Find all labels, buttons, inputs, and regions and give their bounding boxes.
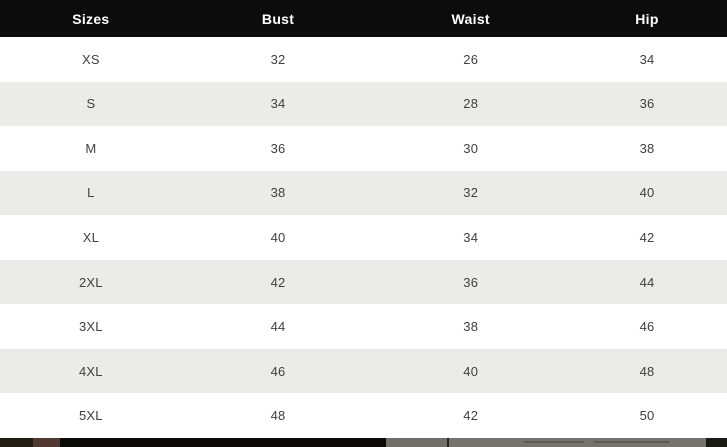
waist-cell: 26 [463, 51, 479, 67]
photo-sliver-dark-right [706, 437, 727, 447]
table-row-s: S 34 28 36 [0, 81, 727, 127]
waist-cell: 32 [463, 185, 479, 201]
hip-cell: 36 [639, 96, 655, 112]
hip-cell: 50 [639, 408, 655, 424]
bust-cell: 34 [270, 96, 286, 112]
bust-cell: 46 [270, 363, 286, 379]
photo-sliver-gray-left [386, 437, 447, 447]
column-header-bust: Bust [261, 10, 295, 27]
size-cell: M [85, 140, 97, 156]
size-cell: 4XL [79, 363, 103, 379]
bust-cell: 48 [270, 408, 286, 424]
column-header-sizes: Sizes [72, 10, 110, 27]
table-row-xl: XL 40 34 42 [0, 215, 727, 260]
table-row-4xl: 4XL 46 40 48 [0, 348, 727, 394]
table-row-l: L 38 32 40 [0, 170, 727, 216]
column-header-waist: Waist [451, 10, 490, 27]
bust-cell: 38 [270, 185, 286, 201]
waist-cell: 28 [463, 96, 479, 112]
hip-cell: 42 [639, 229, 655, 245]
photo-sliver-detail [594, 440, 669, 443]
waist-cell: 40 [463, 363, 479, 379]
bust-cell: 44 [270, 319, 286, 335]
size-cell: XL [82, 229, 100, 245]
size-cell: 5XL [79, 408, 103, 424]
hip-cell: 46 [639, 319, 655, 335]
photo-sliver-dark-left [0, 437, 33, 447]
photo-sliver-black [60, 437, 386, 447]
table-row-m: M 36 30 38 [0, 126, 727, 171]
hip-cell: 44 [639, 274, 655, 290]
size-cell: L [87, 185, 95, 201]
table-row-2xl: 2XL 42 36 44 [0, 259, 727, 305]
size-cell: 3XL [79, 319, 103, 335]
hip-cell: 38 [639, 140, 655, 156]
page-content-sliver [0, 437, 727, 447]
table-row-5xl: 5XL 48 42 50 [0, 393, 727, 438]
table-row-xs: XS 32 26 34 [0, 37, 727, 82]
bust-cell: 36 [270, 140, 286, 156]
size-cell: XS [82, 51, 100, 67]
waist-cell: 34 [463, 229, 479, 245]
waist-cell: 38 [463, 319, 479, 335]
photo-sliver-gray-right [449, 437, 706, 447]
size-cell: S [86, 96, 96, 112]
photo-sliver-divider [447, 437, 449, 447]
size-chart-header-row: Sizes Bust Waist Hip [0, 0, 727, 37]
size-cell: 2XL [79, 274, 103, 290]
bust-cell: 42 [270, 274, 286, 290]
table-row-3xl: 3XL 44 38 46 [0, 304, 727, 349]
photo-sliver-detail [524, 440, 584, 443]
column-header-hip: Hip [635, 10, 659, 27]
bust-cell: 32 [270, 51, 286, 67]
waist-cell: 42 [463, 408, 479, 424]
hip-cell: 40 [639, 185, 655, 201]
bust-cell: 40 [270, 229, 286, 245]
waist-cell: 36 [463, 274, 479, 290]
size-chart-table: Sizes Bust Waist Hip XS 32 26 34 S 34 28… [0, 0, 727, 438]
photo-sliver-brown [33, 437, 60, 447]
hip-cell: 48 [639, 363, 655, 379]
hip-cell: 34 [639, 51, 655, 67]
waist-cell: 30 [463, 140, 479, 156]
